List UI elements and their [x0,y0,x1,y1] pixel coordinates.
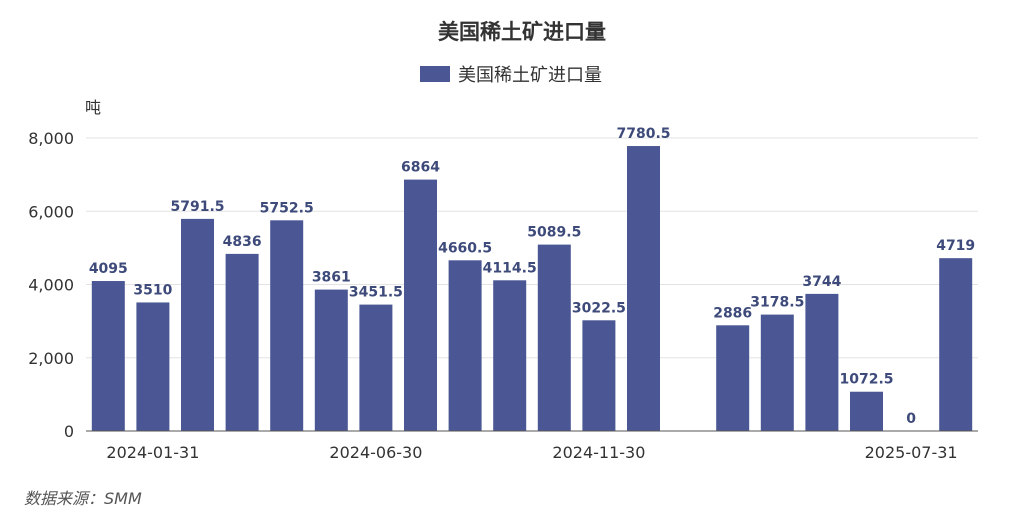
bar[interactable] [404,179,437,431]
bar[interactable] [91,281,125,431]
bar[interactable] [448,260,482,431]
bar[interactable] [314,289,348,431]
y-tick-label: 0 [64,422,74,441]
bar[interactable] [627,146,660,431]
legend-label: 美国稀土矿进口量 [458,65,602,86]
data-label: 3744 [802,274,841,290]
data-label: 1072.5 [839,372,893,388]
bar[interactable] [805,293,839,431]
bar[interactable] [225,253,259,431]
y-tick-label: 4,000 [28,276,74,295]
bar[interactable] [850,391,883,431]
data-label: 5752.5 [260,200,314,216]
data-label: 3510 [133,282,172,298]
bar[interactable] [537,244,571,431]
data-label: 3022.5 [572,300,626,316]
bar[interactable] [359,304,393,431]
x-tick-label: 2025-07-31 [865,443,958,462]
bar[interactable] [582,320,616,431]
data-label: 4114.5 [483,260,537,276]
data-label: 0 [906,411,916,427]
bar[interactable] [136,302,170,431]
bar[interactable] [939,258,973,431]
data-label: 4719 [936,238,975,254]
y-tick-label: 2,000 [28,349,74,368]
bar[interactable] [493,280,527,431]
source-note: 数据来源：SMM [24,489,142,508]
bar[interactable] [181,218,214,431]
bar[interactable] [716,325,750,431]
data-label: 3178.5 [750,295,804,311]
chart-title: 美国稀土矿进口量 [438,20,606,44]
y-tick-label: 8,000 [28,129,74,148]
legend[interactable]: 美国稀土矿进口量 [420,65,602,86]
data-label: 4095 [89,261,128,277]
x-tick-label: 2024-01-31 [106,443,199,462]
data-label: 2886 [713,305,752,321]
x-tick-label: 2024-06-30 [329,443,422,462]
data-label: 4836 [223,234,262,250]
data-label: 3451.5 [349,285,403,301]
data-label: 5089.5 [527,225,581,241]
data-label: 5791.5 [170,199,224,215]
data-label: 3861 [312,270,351,286]
y-axis-unit-label: 吨 [85,98,101,117]
data-label: 6864 [401,160,440,176]
bar[interactable] [270,220,304,431]
bar[interactable] [760,314,794,431]
data-label: 7780.5 [616,126,670,142]
legend-swatch [420,66,450,82]
x-tick-label: 2024-11-30 [552,443,645,462]
data-label: 4660.5 [438,240,492,256]
y-tick-label: 6,000 [28,202,74,221]
